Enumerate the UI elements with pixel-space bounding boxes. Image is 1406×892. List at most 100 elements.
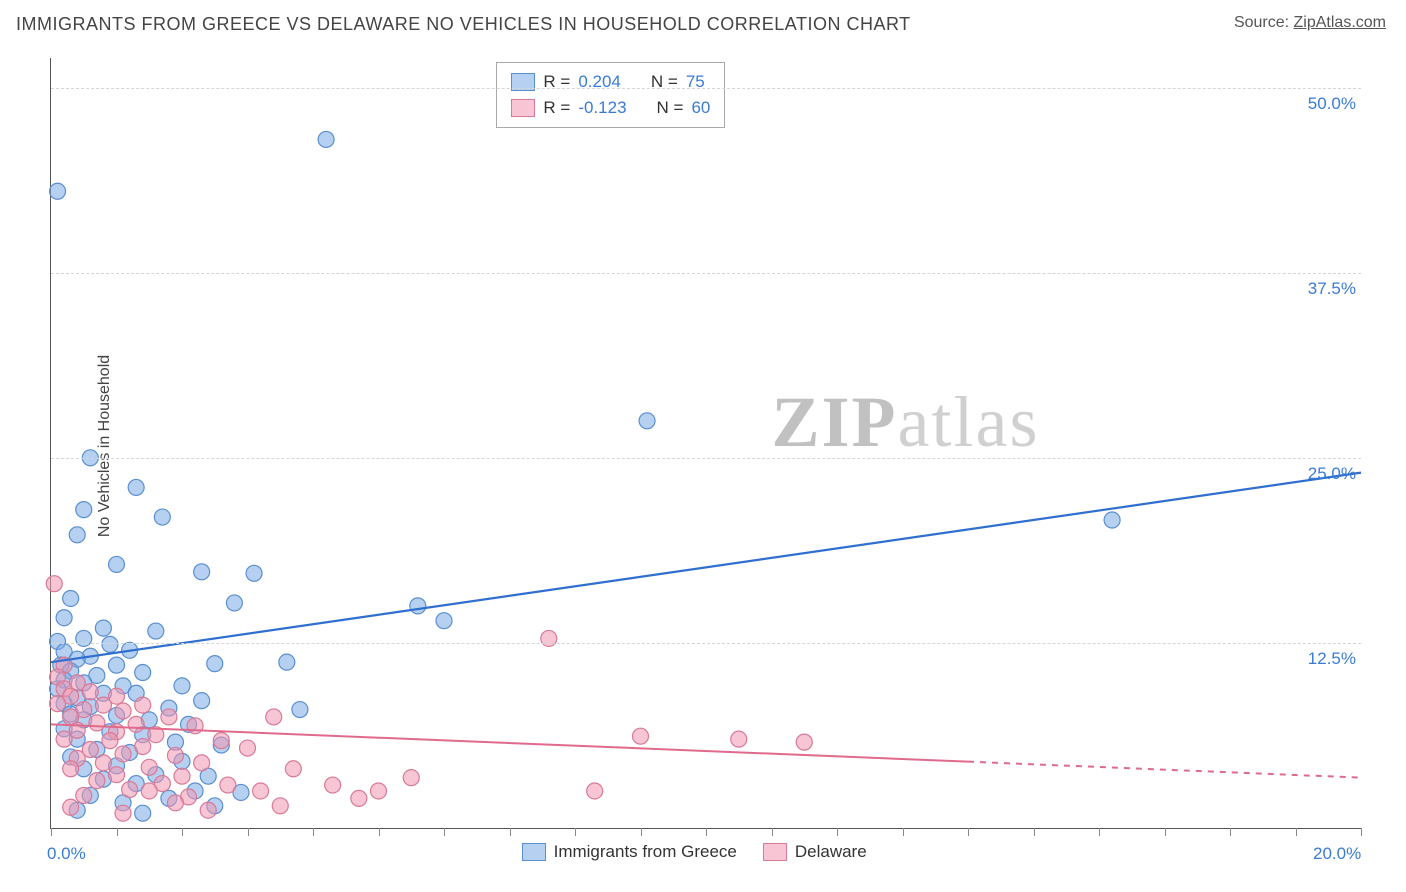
data-point-greece (76, 502, 92, 518)
data-point-greece (63, 590, 79, 606)
swatch-delaware (763, 843, 787, 861)
trend-line-delaware-dashed (968, 762, 1361, 778)
data-point-delaware (109, 767, 125, 783)
y-tick-label: 25.0% (1301, 464, 1356, 484)
data-point-delaware (122, 782, 138, 798)
data-point-delaware (128, 716, 144, 732)
data-point-delaware (63, 761, 79, 777)
data-point-delaware (796, 734, 812, 750)
data-point-delaware (200, 802, 216, 818)
legend-item-greece: Immigrants from Greece (522, 842, 737, 862)
x-tick (510, 828, 511, 836)
data-point-greece (436, 613, 452, 629)
data-point-greece (207, 656, 223, 672)
data-point-delaware (587, 783, 603, 799)
n-value: 75 (686, 69, 705, 95)
data-point-greece (135, 805, 151, 821)
x-tick (313, 828, 314, 836)
data-point-greece (194, 564, 210, 580)
data-point-greece (148, 623, 164, 639)
data-point-delaware (56, 731, 72, 747)
r-label: R = (543, 95, 570, 121)
data-point-delaware (95, 755, 111, 771)
x-tick (117, 828, 118, 836)
data-point-greece (318, 131, 334, 147)
x-tick (51, 828, 52, 836)
data-point-greece (50, 183, 66, 199)
x-tick (772, 828, 773, 836)
data-point-delaware (194, 755, 210, 771)
gridline (51, 88, 1361, 89)
data-point-delaware (371, 783, 387, 799)
data-point-greece (102, 636, 118, 652)
x-tick (1165, 828, 1166, 836)
gridline (51, 273, 1361, 274)
data-point-greece (56, 610, 72, 626)
chart-container: { "title": "IMMIGRANTS FROM GREECE VS DE… (0, 0, 1406, 892)
x-tick (1361, 828, 1362, 836)
data-point-delaware (50, 696, 66, 712)
x-tick (1034, 828, 1035, 836)
source-attribution: Source: ZipAtlas.com (1234, 14, 1386, 32)
data-point-delaware (102, 733, 118, 749)
plot-area: ZIPatlas R = 0.204N = 75R = -0.123N = 60… (50, 58, 1361, 829)
n-value: 60 (691, 95, 710, 121)
data-point-delaware (161, 709, 177, 725)
data-point-greece (128, 479, 144, 495)
data-point-greece (410, 598, 426, 614)
data-point-greece (135, 665, 151, 681)
stats-legend: R = 0.204N = 75R = -0.123N = 60 (496, 62, 725, 128)
swatch-greece (522, 843, 546, 861)
x-tick (1099, 828, 1100, 836)
n-label: N = (651, 69, 678, 95)
x-tick (1296, 828, 1297, 836)
source-label: Source: (1234, 14, 1289, 31)
data-point-greece (154, 509, 170, 525)
data-point-greece (194, 693, 210, 709)
data-point-greece (226, 595, 242, 611)
data-point-delaware (141, 759, 157, 775)
x-tick (444, 828, 445, 836)
x-tick (641, 828, 642, 836)
data-point-delaware (213, 733, 229, 749)
series-legend: Immigrants from GreeceDelaware (522, 842, 867, 862)
data-point-delaware (89, 715, 105, 731)
data-point-delaware (351, 790, 367, 806)
data-point-delaware (135, 697, 151, 713)
data-point-delaware (285, 761, 301, 777)
data-point-delaware (253, 783, 269, 799)
x-tick (968, 828, 969, 836)
data-point-greece (246, 565, 262, 581)
gridline (51, 643, 1361, 644)
x-tick (248, 828, 249, 836)
y-tick-label: 50.0% (1301, 94, 1356, 114)
data-point-greece (639, 413, 655, 429)
data-point-greece (109, 556, 125, 572)
x-tick (903, 828, 904, 836)
data-point-delaware (272, 798, 288, 814)
data-point-delaware (141, 783, 157, 799)
source-link[interactable]: ZipAtlas.com (1294, 14, 1386, 31)
data-point-delaware (266, 709, 282, 725)
data-point-greece (279, 654, 295, 670)
x-tick (575, 828, 576, 836)
data-point-delaware (115, 703, 131, 719)
data-point-delaware (731, 731, 747, 747)
legend-label: Immigrants from Greece (554, 842, 737, 862)
data-point-delaware (633, 728, 649, 744)
swatch-delaware (511, 99, 535, 117)
data-point-delaware (541, 630, 557, 646)
data-point-greece (292, 702, 308, 718)
data-point-delaware (63, 799, 79, 815)
y-tick-label: 37.5% (1301, 279, 1356, 299)
data-point-greece (109, 657, 125, 673)
data-point-delaware (135, 739, 151, 755)
x-tick (837, 828, 838, 836)
data-point-greece (1104, 512, 1120, 528)
r-value: -0.123 (578, 95, 626, 121)
data-point-delaware (167, 747, 183, 763)
r-value: 0.204 (578, 69, 621, 95)
data-point-delaware (76, 787, 92, 803)
data-point-delaware (325, 777, 341, 793)
y-tick-label: 12.5% (1301, 649, 1356, 669)
